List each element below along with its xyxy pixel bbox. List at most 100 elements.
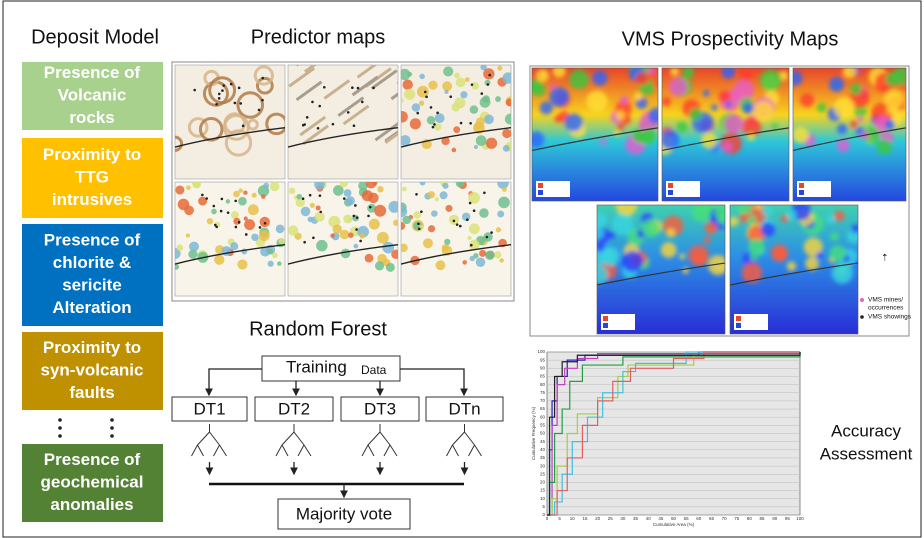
point bbox=[359, 240, 362, 243]
point bbox=[302, 197, 305, 200]
blob bbox=[786, 210, 796, 220]
blob bbox=[419, 101, 424, 106]
point bbox=[215, 103, 218, 106]
blob bbox=[177, 244, 184, 251]
blob bbox=[479, 250, 486, 257]
blob bbox=[661, 242, 677, 258]
point bbox=[416, 112, 419, 115]
tree-icon bbox=[192, 424, 227, 456]
blob bbox=[662, 97, 671, 106]
prospectivity-map bbox=[788, 62, 912, 201]
point bbox=[424, 91, 427, 94]
predictor-map bbox=[170, 180, 286, 296]
blob bbox=[267, 249, 273, 255]
point bbox=[473, 209, 476, 212]
blob bbox=[315, 212, 325, 222]
point bbox=[415, 193, 418, 196]
blob bbox=[669, 77, 688, 96]
y-tick-label: 15 bbox=[540, 488, 546, 493]
blob bbox=[739, 213, 749, 223]
blob bbox=[569, 69, 589, 89]
y-tick-label: 25 bbox=[540, 471, 546, 476]
blob bbox=[460, 91, 467, 98]
blob bbox=[178, 199, 190, 211]
blob bbox=[726, 101, 733, 108]
x-tick-label: 65 bbox=[709, 516, 715, 521]
factor-text: faults bbox=[69, 383, 114, 402]
point bbox=[469, 202, 472, 205]
prospectivity-title: VMS Prospectivity Maps bbox=[622, 28, 839, 50]
blob bbox=[442, 183, 448, 189]
blob bbox=[412, 103, 420, 111]
blob bbox=[616, 111, 625, 120]
factor-text: Proximity to bbox=[43, 145, 141, 164]
map-texture bbox=[528, 61, 664, 201]
blob bbox=[703, 90, 709, 96]
point bbox=[420, 210, 423, 213]
x-tick-label: 10 bbox=[570, 516, 576, 521]
blob bbox=[480, 97, 491, 108]
point bbox=[201, 194, 204, 197]
blob bbox=[830, 232, 839, 241]
blob bbox=[188, 250, 197, 259]
map-texture bbox=[728, 200, 860, 334]
tree-icon bbox=[276, 424, 311, 456]
factor-text: rocks bbox=[69, 108, 114, 127]
predictor-map bbox=[168, 65, 286, 179]
point bbox=[215, 226, 218, 229]
y-tick-label: 35 bbox=[540, 455, 546, 460]
blob bbox=[850, 121, 858, 129]
blob bbox=[617, 123, 625, 131]
blob bbox=[277, 261, 281, 265]
point bbox=[238, 87, 241, 90]
training-label: Training bbox=[286, 357, 347, 376]
blob bbox=[762, 205, 773, 216]
blob bbox=[620, 96, 629, 105]
x-tick-label: 75 bbox=[734, 516, 740, 521]
training-sub: Data bbox=[361, 363, 387, 377]
point bbox=[418, 227, 421, 230]
x-tick-label: 15 bbox=[582, 516, 588, 521]
point bbox=[261, 77, 264, 80]
point bbox=[303, 123, 306, 126]
blob bbox=[586, 91, 607, 112]
blob bbox=[279, 238, 285, 244]
map-texture bbox=[654, 65, 789, 201]
blob bbox=[435, 260, 445, 270]
point bbox=[212, 205, 215, 208]
point bbox=[221, 89, 224, 92]
x-tick-label: 95 bbox=[785, 516, 791, 521]
blob bbox=[402, 79, 412, 89]
x-tick-label: 70 bbox=[722, 516, 728, 521]
y-tick-label: 45 bbox=[540, 439, 546, 444]
blob bbox=[826, 215, 835, 224]
point bbox=[433, 123, 436, 126]
point bbox=[220, 210, 223, 213]
factor-text: Presence of bbox=[44, 231, 141, 250]
blob bbox=[407, 72, 412, 77]
blob bbox=[226, 199, 230, 203]
blob bbox=[404, 89, 415, 100]
blob bbox=[413, 211, 421, 219]
blob bbox=[353, 244, 358, 249]
legend-lo bbox=[603, 323, 608, 328]
y-tick-label: 50 bbox=[540, 431, 546, 436]
blob bbox=[636, 72, 649, 85]
blob bbox=[410, 118, 421, 129]
y-tick-label: 100 bbox=[537, 349, 545, 354]
blob bbox=[816, 252, 823, 259]
x-tick-label: 25 bbox=[608, 516, 614, 521]
point bbox=[332, 123, 335, 126]
blob bbox=[239, 188, 243, 192]
deposit-factors: Presence ofVolcanicrocksProximity toTTGi… bbox=[22, 62, 163, 522]
x-tick-label: 85 bbox=[760, 516, 766, 521]
blob bbox=[270, 182, 280, 192]
blob bbox=[288, 225, 298, 235]
blob bbox=[742, 103, 753, 114]
figure: Deposit Model Predictor maps VMS Prospec… bbox=[0, 0, 924, 538]
blob bbox=[495, 96, 501, 102]
ellipsis bbox=[58, 418, 114, 438]
x-tick-label: 40 bbox=[646, 516, 652, 521]
blob bbox=[467, 236, 471, 240]
accuracy-label-2: Assessment bbox=[820, 444, 913, 463]
